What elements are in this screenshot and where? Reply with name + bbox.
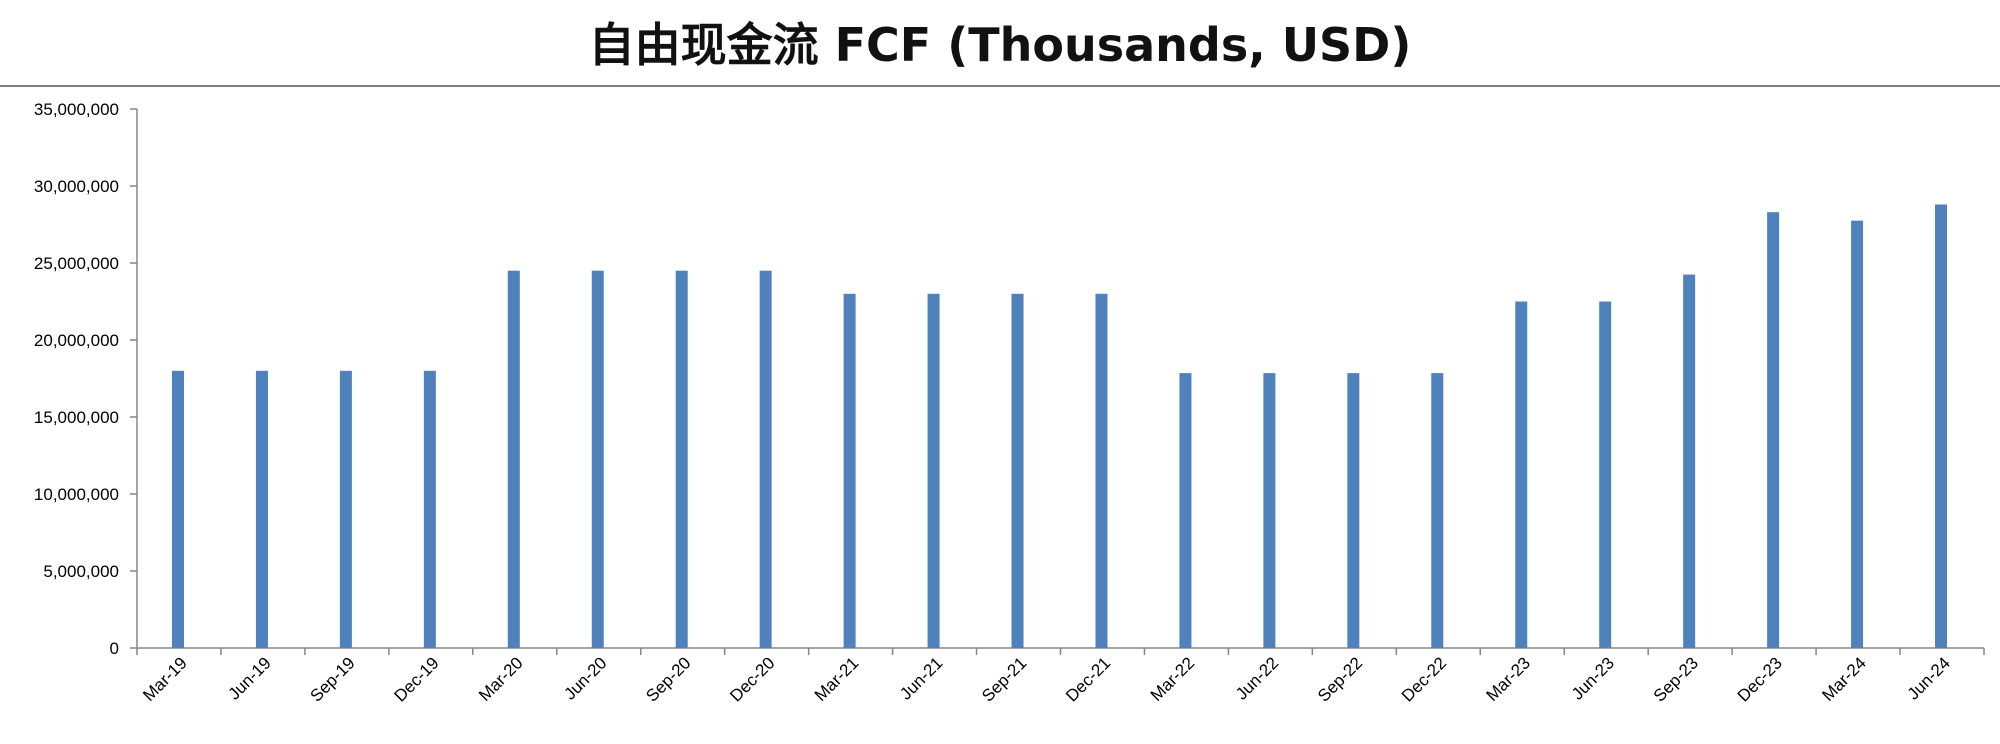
x-tick-label: Mar-19 [139,653,191,705]
x-tick-label: Dec-23 [1734,653,1786,705]
bar [1851,220,1864,648]
y-tick-label: 20,000,000 [34,331,119,350]
x-tick-label: Mar-24 [1818,653,1870,705]
x-tick-label: Jun-21 [896,653,946,703]
y-tick-label: 15,000,000 [34,408,119,427]
bar [1347,373,1360,648]
chart-title: 自由现金流 FCF (Thousands, USD) [588,18,1412,72]
bar-series [171,204,1948,649]
bar [339,370,352,648]
bar [591,270,604,648]
x-axis: Mar-19 Jun-19 Sep-19 Dec-19 Mar-20 Jun-20 Sep-… [136,647,1985,706]
y-tick-label: 0 [110,639,119,658]
x-tick-label: Sep-23 [1650,653,1702,705]
y-tick-label: 25,000,000 [34,254,119,273]
bar [1683,274,1696,648]
bar [171,370,184,648]
bar [255,370,268,648]
x-tick-label: Mar-21 [811,653,863,705]
x-tick-label: Jun-22 [1232,653,1282,703]
bar [1599,301,1612,648]
y-tick-label: 35,000,000 [34,100,119,119]
title-divider [0,85,2000,87]
x-tick-label: Jun-23 [1568,653,1618,703]
bar [1515,301,1528,648]
bar [843,293,856,648]
x-tick-label: Sep-19 [307,653,359,705]
bar [675,270,688,648]
x-tick-label: Sep-20 [642,653,694,705]
bar [1935,204,1948,649]
bar [423,370,436,648]
x-tick-label: Mar-22 [1147,653,1199,705]
bar [1431,373,1444,648]
bar [927,293,940,648]
x-tick-label: Dec-21 [1062,653,1114,705]
bar [1179,373,1192,648]
y-tick-label: 10,000,000 [34,485,119,504]
y-tick-label: 30,000,000 [34,177,119,196]
bar [1011,293,1024,648]
x-tick-label: Dec-22 [1398,653,1450,705]
x-tick-label: Sep-21 [978,653,1030,705]
bar [1263,373,1276,648]
x-tick-label: Jun-20 [560,653,610,703]
x-tick-label: Mar-20 [475,653,527,705]
y-tick-label: 5,000,000 [43,562,119,581]
bar [1095,293,1108,648]
x-tick-label: Dec-20 [726,653,778,705]
bar [1767,212,1780,648]
bar [759,270,772,648]
x-tick-label: Dec-19 [390,653,442,705]
y-axis: 0 5,000,000 10,000,000 15,000,000 20,000,000… [34,100,138,658]
bar [507,270,520,648]
x-tick-label: Jun-24 [1904,653,1954,703]
x-tick-label: Sep-22 [1314,653,1366,705]
x-tick-label: Mar-23 [1483,653,1535,705]
x-tick-label: Jun-19 [225,653,275,703]
